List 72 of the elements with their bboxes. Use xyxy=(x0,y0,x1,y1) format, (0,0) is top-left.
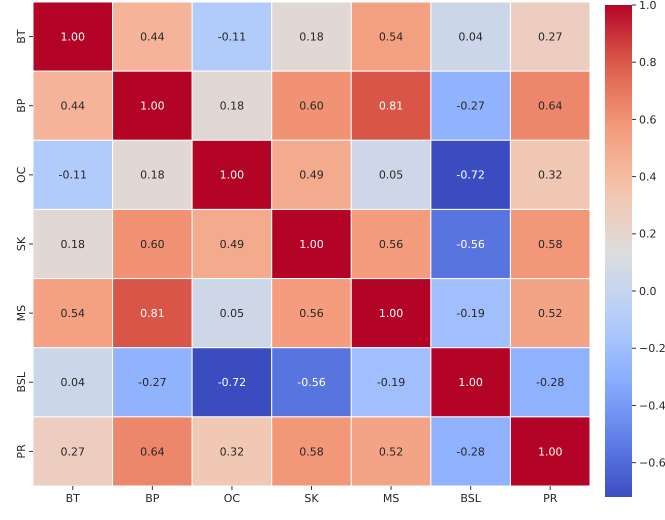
data-label: 0.54 xyxy=(378,30,404,44)
y-tick-label: BT xyxy=(15,29,28,44)
data-label: -0.27 xyxy=(138,376,167,390)
data-label: 0.81 xyxy=(378,100,404,113)
data-label: 1.00 xyxy=(60,30,86,44)
data-label: 0.18 xyxy=(220,100,244,113)
data-label: 0.58 xyxy=(299,445,324,458)
data-label: 0.64 xyxy=(140,445,165,458)
x-tick-label: MS xyxy=(382,492,400,505)
x-tick-label: OC xyxy=(224,492,240,505)
data-label: -0.11 xyxy=(58,168,88,182)
data-label: -0.72 xyxy=(218,376,246,390)
data-label: -0.56 xyxy=(456,238,485,251)
data-label: 0.44 xyxy=(140,30,165,44)
y-tick-label: PR xyxy=(15,444,28,459)
data-label: 1.00 xyxy=(299,238,324,251)
y-tick-label: OC xyxy=(15,166,28,184)
data-label: 0.54 xyxy=(60,306,86,320)
color-bar-label: 0.6 xyxy=(639,113,656,126)
data-label: 0.49 xyxy=(220,238,244,251)
y-tick-label: BP xyxy=(15,98,28,113)
data-label: 0.05 xyxy=(378,168,404,182)
data-label: 0.18 xyxy=(60,238,86,251)
data-label: 0.18 xyxy=(299,30,324,44)
x-tick-label: SK xyxy=(304,492,320,505)
data-label: -0.19 xyxy=(376,376,406,390)
data-label: 0.27 xyxy=(60,445,86,458)
data-label: -0.56 xyxy=(297,376,326,390)
data-label: -0.27 xyxy=(456,100,485,113)
data-label: 1.00 xyxy=(220,168,244,182)
data-label: -0.28 xyxy=(456,445,485,458)
color-bar-label: 0.2 xyxy=(639,228,656,241)
data-label: 0.49 xyxy=(299,168,324,182)
data-label: 1.00 xyxy=(538,445,562,458)
data-label: 0.60 xyxy=(140,238,165,251)
data-label: 1.00 xyxy=(378,306,404,320)
data-label: 0.32 xyxy=(220,445,244,458)
y-tick-label: MS xyxy=(15,304,28,322)
x-tick-label: PR xyxy=(543,492,558,505)
data-label: 0.27 xyxy=(538,30,562,44)
data-label: 0.44 xyxy=(60,100,86,113)
data-label: 0.18 xyxy=(140,168,165,182)
data-label: 0.04 xyxy=(458,30,483,44)
data-label: -0.11 xyxy=(218,30,246,44)
data-label: -0.19 xyxy=(456,306,485,320)
color-bar-label: −0.2 xyxy=(639,342,665,356)
data-label: -0.72 xyxy=(456,168,485,182)
color-bar-label: −0.6 xyxy=(639,456,665,470)
x-tick-label: BT xyxy=(66,492,80,505)
color-bar-label: 0.0 xyxy=(639,284,656,298)
data-label: 0.04 xyxy=(60,376,86,390)
color-bar-label: 0.4 xyxy=(639,170,656,184)
x-tick-label: BSL xyxy=(460,492,482,505)
y-tick-label: SK xyxy=(15,236,28,252)
data-label: 1.00 xyxy=(140,100,165,113)
color-bar-label: 1.0 xyxy=(639,0,656,12)
data-label: 0.60 xyxy=(299,100,324,113)
data-label: 0.58 xyxy=(538,238,562,251)
data-label: 0.52 xyxy=(378,445,404,458)
x-tick-label: BP xyxy=(145,492,160,505)
data-label: 0.32 xyxy=(538,168,562,182)
data-label: 0.81 xyxy=(140,306,165,320)
data-label: -0.28 xyxy=(536,376,564,390)
data-label: 0.56 xyxy=(299,306,324,320)
data-label: 1.00 xyxy=(458,376,483,390)
color-bar-label: −0.4 xyxy=(639,399,665,412)
y-tick-label: BSL xyxy=(15,371,28,393)
data-label: 0.05 xyxy=(220,306,244,320)
data-label: 0.52 xyxy=(538,306,562,320)
color-bar-label: 0.8 xyxy=(639,56,656,70)
data-label: 0.64 xyxy=(538,100,562,113)
data-label: 0.56 xyxy=(378,238,404,251)
